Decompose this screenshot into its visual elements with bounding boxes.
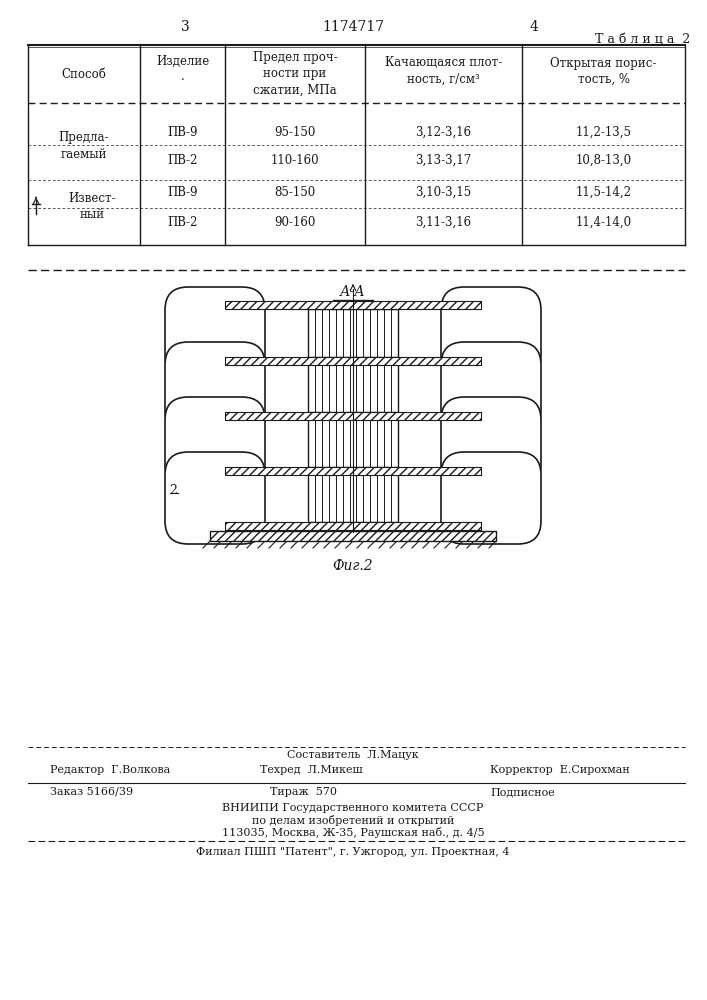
- FancyBboxPatch shape: [441, 342, 541, 434]
- Text: А-А: А-А: [340, 285, 366, 299]
- Text: 10,8-13,0: 10,8-13,0: [575, 153, 631, 166]
- FancyBboxPatch shape: [441, 287, 541, 379]
- FancyBboxPatch shape: [165, 397, 265, 489]
- Text: Фиг.2: Фиг.2: [333, 559, 373, 573]
- Bar: [225, 357, 481, 364]
- Text: Составитель  Л.Мацук: Составитель Л.Мацук: [287, 750, 419, 760]
- Text: Заказ 5166/39: Заказ 5166/39: [50, 787, 133, 797]
- Text: Предел проч-
ности при
сжатии, МПа: Предел проч- ности при сжатии, МПа: [252, 51, 337, 97]
- Bar: [225, 357, 481, 364]
- Text: 3,11-3,16: 3,11-3,16: [416, 216, 472, 229]
- Text: Изделие
.: Изделие .: [156, 54, 209, 84]
- Text: 90-160: 90-160: [274, 216, 316, 229]
- Text: Корректор  Е.Сирохман: Корректор Е.Сирохман: [490, 765, 630, 775]
- Bar: [225, 466, 481, 475]
- Text: 2: 2: [169, 484, 177, 496]
- FancyBboxPatch shape: [165, 287, 265, 379]
- Bar: [308, 474, 398, 522]
- Text: Филиал ПШП "Патент", г. Ужгород, ул. Проектная, 4: Филиал ПШП "Патент", г. Ужгород, ул. Про…: [197, 847, 510, 857]
- Bar: [210, 531, 496, 541]
- Text: Т а б л и ц а  2: Т а б л и ц а 2: [595, 33, 690, 46]
- Text: Тираж  570: Тираж 570: [270, 787, 337, 797]
- Text: 3: 3: [180, 20, 189, 34]
- Bar: [210, 531, 496, 541]
- Text: 11,5-14,2: 11,5-14,2: [575, 186, 631, 198]
- FancyBboxPatch shape: [165, 452, 265, 544]
- Bar: [308, 364, 398, 412]
- Bar: [225, 522, 481, 530]
- FancyBboxPatch shape: [441, 397, 541, 489]
- Bar: [225, 301, 481, 309]
- Text: 110-160: 110-160: [271, 153, 320, 166]
- FancyBboxPatch shape: [441, 452, 541, 544]
- Bar: [308, 309, 398, 357]
- Text: Редактор  Г.Волкова: Редактор Г.Волкова: [50, 765, 170, 775]
- Text: 1174717: 1174717: [322, 20, 384, 34]
- Text: Извест-
ный: Извест- ный: [68, 192, 116, 222]
- Text: Техред  Л.Микеш: Техред Л.Микеш: [260, 765, 363, 775]
- Text: Качающаяся плот-
ность, г/см³: Качающаяся плот- ность, г/см³: [385, 56, 502, 86]
- Bar: [225, 466, 481, 475]
- Text: 85-150: 85-150: [274, 186, 315, 198]
- Text: ПВ-9: ПВ-9: [168, 125, 198, 138]
- FancyBboxPatch shape: [165, 342, 265, 434]
- Text: по делам изобретений и открытий: по делам изобретений и открытий: [252, 815, 454, 826]
- Text: ПВ-2: ПВ-2: [168, 216, 198, 229]
- Text: 3,12-3,16: 3,12-3,16: [416, 125, 472, 138]
- Text: Способ: Способ: [62, 68, 107, 81]
- Text: Подписное: Подписное: [490, 787, 555, 797]
- Text: 3,10-3,15: 3,10-3,15: [416, 186, 472, 198]
- Text: 11,4-14,0: 11,4-14,0: [575, 216, 631, 229]
- Bar: [225, 412, 481, 420]
- Text: 11,2-13,5: 11,2-13,5: [575, 125, 631, 138]
- Bar: [225, 412, 481, 420]
- Bar: [225, 301, 481, 309]
- Bar: [225, 522, 481, 530]
- Text: 4: 4: [530, 20, 539, 34]
- Text: 113035, Москва, Ж-35, Раушская наб., д. 4/5: 113035, Москва, Ж-35, Раушская наб., д. …: [222, 827, 484, 838]
- Text: Открытая порис-
тость, %: Открытая порис- тость, %: [550, 56, 657, 86]
- Text: 95-150: 95-150: [274, 125, 316, 138]
- Text: 3,13-3,17: 3,13-3,17: [416, 153, 472, 166]
- Text: ПВ-2: ПВ-2: [168, 153, 198, 166]
- Text: ВНИИПИ Государственного комитета СССР: ВНИИПИ Государственного комитета СССР: [222, 803, 484, 813]
- Bar: [308, 419, 398, 467]
- Text: Предла-
гаемый: Предла- гаемый: [59, 131, 110, 160]
- Text: ПВ-9: ПВ-9: [168, 186, 198, 198]
